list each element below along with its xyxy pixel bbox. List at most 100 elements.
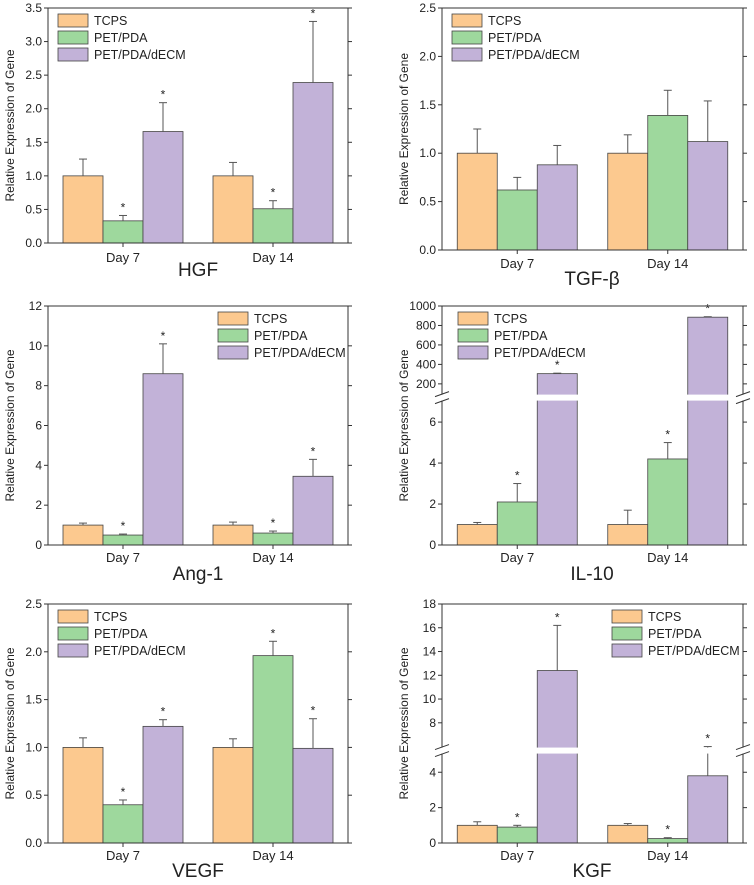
- bar-pet-pda-decm: [687, 775, 729, 844]
- bar-pet-pda: [647, 115, 689, 251]
- axis-break-mark: [434, 391, 450, 398]
- y-axis-label: Relative Expression of Gene: [3, 349, 17, 501]
- bar-pet-pda: [647, 838, 689, 844]
- bar-tcps: [607, 524, 649, 546]
- bar-pet-pda-decm: [142, 373, 184, 546]
- legend-swatch-tcps: [57, 609, 89, 624]
- significance-star: *: [311, 6, 316, 20]
- y-tick-label: 2.0: [419, 49, 436, 63]
- chart-title: KGF: [572, 861, 611, 882]
- legend-label-tcps: TCPS: [648, 610, 681, 624]
- bar-pet-pda: [496, 501, 538, 546]
- significance-star: *: [311, 704, 316, 718]
- bar-pet-pda-decm: [687, 316, 729, 546]
- bar-pet-pda-decm: [536, 670, 578, 844]
- x-tick-label: Day 7: [106, 250, 140, 265]
- legend-label-pet-pda: PET/PDA: [254, 329, 308, 343]
- bar-pet-pda: [496, 826, 538, 844]
- bar-tcps: [62, 524, 104, 546]
- x-tick-label: Day 7: [106, 848, 140, 863]
- y-tick-label: 10: [29, 339, 43, 353]
- plot-frame: [441, 305, 744, 546]
- axis-break-gap: [436, 394, 749, 401]
- y-tick-label: 12: [29, 299, 43, 313]
- bar-tcps: [62, 747, 104, 844]
- bar-pet-pda: [102, 534, 144, 546]
- x-tick-label: Day 7: [500, 848, 534, 863]
- legend-label-pet-pda-decm: PET/PDA/dECM: [494, 346, 586, 360]
- legend-swatch-tcps: [217, 311, 249, 326]
- legend-label-tcps: TCPS: [94, 14, 127, 28]
- legend-label-pet-pda-decm: PET/PDA/dECM: [648, 644, 740, 658]
- x-tick-label: Day 14: [647, 848, 688, 863]
- bar-pet-pda-decm: [292, 747, 334, 844]
- y-tick-label: 10: [423, 692, 437, 706]
- y-tick-label: 8: [429, 716, 436, 730]
- bar-tcps: [456, 524, 498, 546]
- y-tick-label: 1.5: [419, 98, 436, 112]
- chart-vegf: 0.0 0.5 1.0 1.5 2.0 2.5 * * * * Day 7 Day 14 Relativ…: [3, 597, 352, 882]
- bar-tcps: [456, 824, 498, 844]
- bar-pet-pda: [102, 804, 144, 844]
- y-tick-label: 0: [35, 538, 42, 552]
- bar-pet-pda-decm: [292, 82, 334, 244]
- significance-star: *: [271, 516, 276, 530]
- y-tick-label: 1.5: [25, 693, 42, 707]
- significance-star: *: [161, 88, 166, 102]
- y-tick-label: 400: [416, 357, 436, 371]
- x-tick-label: Day 14: [647, 256, 688, 271]
- bar-pet-pda-decm: [142, 131, 184, 244]
- legend-swatch-pet-pda-decm: [217, 345, 249, 360]
- legend-label-pet-pda: PET/PDA: [94, 31, 148, 45]
- y-tick-label: 4: [429, 765, 436, 779]
- y-tick-label: 2.5: [25, 68, 42, 82]
- bar-pet-pda: [102, 220, 144, 244]
- legend-swatch-pet-pda-decm: [57, 643, 89, 658]
- axis-break-gap: [436, 747, 749, 754]
- y-tick-label: 2.5: [25, 597, 42, 611]
- legend-label-pet-pda: PET/PDA: [488, 31, 542, 45]
- significance-star: *: [665, 428, 670, 442]
- y-axis-label: Relative Expression of Gene: [3, 647, 17, 799]
- chart-title: VEGF: [172, 861, 224, 882]
- y-tick-label: 2.0: [25, 645, 42, 659]
- bar-tcps: [212, 524, 254, 546]
- legend-label-tcps: TCPS: [488, 14, 521, 28]
- legend-label-pet-pda: PET/PDA: [94, 627, 148, 641]
- legend-swatch-pet-pda: [611, 626, 643, 641]
- significance-star: *: [121, 200, 126, 214]
- y-tick-label: 18: [423, 597, 437, 611]
- legend-swatch-pet-pda: [457, 328, 489, 343]
- bar-pet-pda-decm: [292, 475, 334, 546]
- y-tick-label: 0.5: [25, 788, 42, 802]
- bar-pet-pda-decm: [687, 141, 729, 251]
- x-tick-label: Day 7: [106, 550, 140, 565]
- axis-break-mark: [434, 744, 450, 751]
- y-tick-label: 600: [416, 338, 436, 352]
- plot-frame: [441, 603, 744, 844]
- bar-pet-pda: [252, 208, 294, 244]
- significance-star: *: [161, 705, 166, 719]
- y-tick-label: 1.5: [25, 135, 42, 149]
- x-tick-label: Day 14: [252, 250, 293, 265]
- plot-frame: [47, 7, 349, 244]
- significance-star: *: [121, 519, 126, 533]
- significance-star: *: [665, 823, 670, 837]
- legend-swatch-pet-pda-decm: [57, 47, 89, 62]
- chart-hgf: 0.0 0.5 1.0 1.5 2.0 2.5 3.0 3.5 * * * * Day 7 Day 14 R…: [3, 1, 352, 281]
- legend-label-tcps: TCPS: [94, 610, 127, 624]
- y-tick-label: 12: [423, 668, 437, 682]
- plot-frame: [441, 7, 744, 251]
- legend-swatch-pet-pda: [57, 30, 89, 45]
- y-tick-label: 4: [35, 458, 42, 472]
- legend-swatch-pet-pda-decm: [611, 643, 643, 658]
- y-tick-label: 0: [429, 538, 436, 552]
- y-tick-label: 2: [35, 498, 42, 512]
- y-axis-label: Relative Expression of Gene: [397, 53, 411, 205]
- y-tick-label: 0.5: [419, 195, 436, 209]
- y-tick-label: 16: [423, 621, 437, 635]
- bar-pet-pda: [647, 458, 689, 546]
- legend-swatch-tcps: [451, 13, 483, 28]
- chart-ang-1: 0 2 4 6 8 10 12 * * * * Day 7 Day 14 Relative Express…: [3, 299, 352, 585]
